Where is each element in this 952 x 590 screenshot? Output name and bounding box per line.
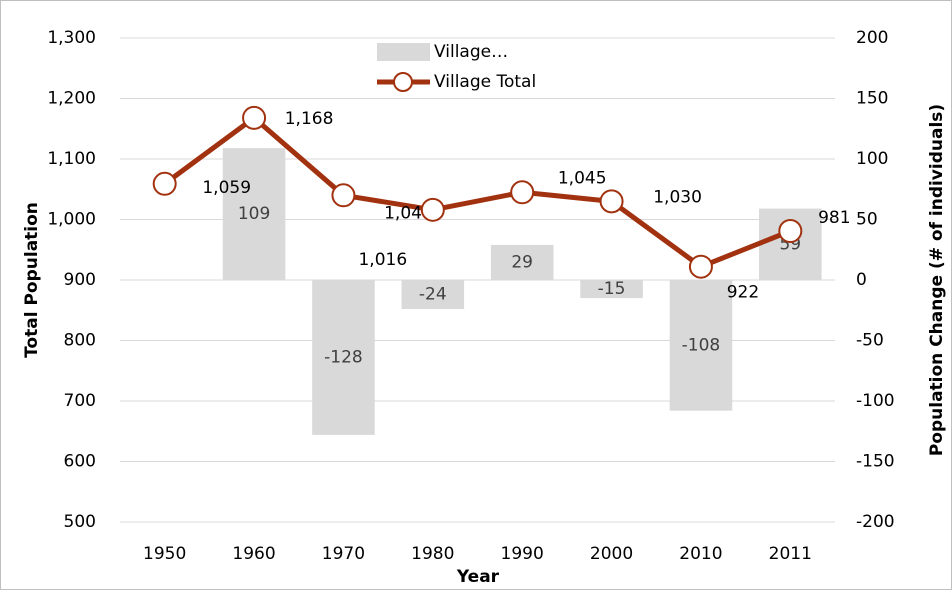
y2-tick-label: -50 xyxy=(856,331,884,351)
line-marker xyxy=(331,183,356,208)
line-label: 1,030 xyxy=(653,187,702,207)
bar xyxy=(401,280,465,310)
y-tick-label: 1,300 xyxy=(47,28,96,48)
line-label: 1,045 xyxy=(558,168,607,188)
legend-label: Village Total xyxy=(434,72,536,92)
line-marker xyxy=(599,189,624,214)
y2-axis-title: Population Change (# of individuals) xyxy=(927,104,947,456)
y-tick-label: 1,000 xyxy=(47,210,96,230)
x-tick-label: 1980 xyxy=(411,544,454,564)
bar-label: -15 xyxy=(598,279,626,299)
line-label: 922 xyxy=(727,283,759,303)
y2-tick-label: 100 xyxy=(856,149,888,169)
bar-label: 109 xyxy=(238,204,270,224)
bar xyxy=(222,148,286,280)
line-label: 1,016 xyxy=(358,250,407,270)
y2-tick-label: 200 xyxy=(856,28,888,48)
y-axis-title: Total Population xyxy=(22,202,42,358)
bar xyxy=(580,280,643,299)
line-marker xyxy=(420,197,445,222)
x-tick-label: 1950 xyxy=(143,544,186,564)
bar-label: -24 xyxy=(419,285,447,305)
line-label: 1,168 xyxy=(285,109,334,129)
legend-swatch xyxy=(377,43,430,61)
y-tick-label: 1,200 xyxy=(47,89,96,109)
y2-tick-label: -150 xyxy=(856,452,895,472)
line-label: 1,040 xyxy=(384,203,433,223)
legend-marker xyxy=(393,72,413,92)
bar xyxy=(669,280,733,411)
x-tick-label: 1960 xyxy=(232,544,275,564)
line xyxy=(163,115,792,270)
x-tick-label: 1970 xyxy=(322,544,365,564)
y2-tick-label: -100 xyxy=(856,391,895,411)
y2-tick-label: -200 xyxy=(856,512,895,532)
line-marker xyxy=(152,171,177,196)
line-label: 1,059 xyxy=(202,178,251,198)
bar xyxy=(312,280,375,435)
y-tick-label: 1,100 xyxy=(47,149,96,169)
y2-tick-label: 150 xyxy=(856,89,888,109)
line-marker xyxy=(242,105,267,130)
y-tick-label: 500 xyxy=(64,512,96,532)
line-label: 981 xyxy=(818,208,850,228)
y-tick-label: 700 xyxy=(64,391,96,411)
bar-label: -128 xyxy=(324,347,363,367)
x-tick-label: 2010 xyxy=(679,544,722,564)
y-tick-label: 600 xyxy=(64,452,96,472)
bar-label: -108 xyxy=(682,335,721,355)
x-tick-label: 1990 xyxy=(501,544,544,564)
x-axis-title: Year xyxy=(456,567,500,587)
bar-label: 29 xyxy=(511,252,533,272)
y2-tick-label: 0 xyxy=(856,270,867,290)
line-marker xyxy=(510,180,535,205)
x-tick-label: 2000 xyxy=(590,544,633,564)
y2-tick-label: 50 xyxy=(856,210,878,230)
line-marker xyxy=(688,254,713,279)
legend-label: Village… xyxy=(434,42,508,62)
y-tick-label: 900 xyxy=(64,270,96,290)
line-marker xyxy=(778,218,803,243)
y-tick-label: 800 xyxy=(64,331,96,351)
x-tick-label: 2011 xyxy=(769,544,812,564)
bar xyxy=(490,244,554,280)
